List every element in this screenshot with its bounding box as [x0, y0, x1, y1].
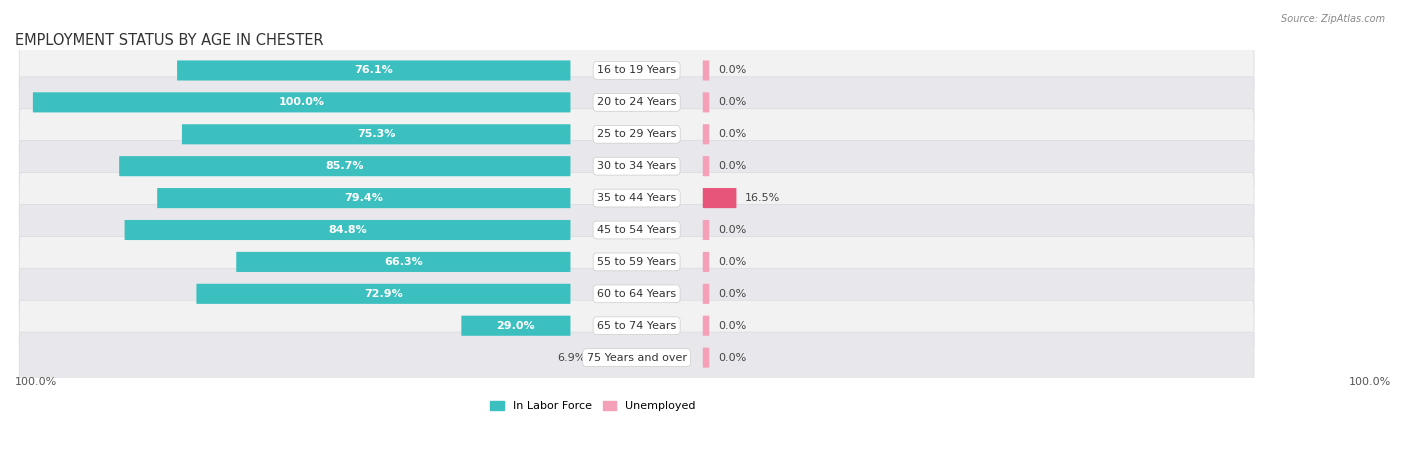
Text: 0.0%: 0.0%: [718, 65, 747, 75]
Text: 0.0%: 0.0%: [718, 161, 747, 171]
Text: Source: ZipAtlas.com: Source: ZipAtlas.com: [1281, 14, 1385, 23]
FancyBboxPatch shape: [461, 316, 571, 336]
FancyBboxPatch shape: [703, 252, 709, 272]
Text: 0.0%: 0.0%: [718, 321, 747, 331]
FancyBboxPatch shape: [177, 60, 571, 81]
Text: 85.7%: 85.7%: [326, 161, 364, 171]
Text: 35 to 44 Years: 35 to 44 Years: [598, 193, 676, 203]
Text: 30 to 34 Years: 30 to 34 Years: [598, 161, 676, 171]
FancyBboxPatch shape: [703, 284, 709, 304]
FancyBboxPatch shape: [703, 188, 737, 208]
Text: 76.1%: 76.1%: [354, 65, 394, 75]
FancyBboxPatch shape: [20, 204, 1254, 256]
Text: 0.0%: 0.0%: [718, 225, 747, 235]
FancyBboxPatch shape: [20, 332, 1254, 383]
FancyBboxPatch shape: [20, 236, 1254, 287]
FancyBboxPatch shape: [20, 45, 1254, 96]
FancyBboxPatch shape: [703, 220, 709, 240]
Text: 6.9%: 6.9%: [558, 353, 586, 363]
Text: 45 to 54 Years: 45 to 54 Years: [598, 225, 676, 235]
FancyBboxPatch shape: [703, 124, 709, 144]
Text: 65 to 74 Years: 65 to 74 Years: [598, 321, 676, 331]
FancyBboxPatch shape: [120, 156, 571, 176]
FancyBboxPatch shape: [20, 173, 1254, 224]
FancyBboxPatch shape: [125, 220, 571, 240]
Text: 60 to 64 Years: 60 to 64 Years: [598, 289, 676, 299]
FancyBboxPatch shape: [157, 188, 571, 208]
FancyBboxPatch shape: [20, 109, 1254, 160]
FancyBboxPatch shape: [703, 316, 709, 336]
Text: 75.3%: 75.3%: [357, 129, 395, 139]
FancyBboxPatch shape: [703, 156, 709, 176]
Text: 66.3%: 66.3%: [384, 257, 423, 267]
FancyBboxPatch shape: [20, 141, 1254, 192]
FancyBboxPatch shape: [20, 77, 1254, 128]
FancyBboxPatch shape: [236, 252, 571, 272]
Text: 0.0%: 0.0%: [718, 289, 747, 299]
FancyBboxPatch shape: [703, 348, 709, 368]
Text: 0.0%: 0.0%: [718, 129, 747, 139]
Text: 0.0%: 0.0%: [718, 97, 747, 107]
Text: 55 to 59 Years: 55 to 59 Years: [598, 257, 676, 267]
FancyBboxPatch shape: [32, 92, 571, 112]
FancyBboxPatch shape: [197, 284, 571, 304]
Text: 100.0%: 100.0%: [15, 377, 58, 387]
FancyBboxPatch shape: [703, 60, 709, 81]
FancyBboxPatch shape: [20, 268, 1254, 319]
FancyBboxPatch shape: [181, 124, 571, 144]
Text: 16.5%: 16.5%: [745, 193, 780, 203]
Text: 75 Years and over: 75 Years and over: [586, 353, 686, 363]
Text: 16 to 19 Years: 16 to 19 Years: [598, 65, 676, 75]
Legend: In Labor Force, Unemployed: In Labor Force, Unemployed: [486, 396, 700, 415]
FancyBboxPatch shape: [703, 92, 709, 112]
Text: 25 to 29 Years: 25 to 29 Years: [598, 129, 676, 139]
Text: 0.0%: 0.0%: [718, 353, 747, 363]
Text: 72.9%: 72.9%: [364, 289, 402, 299]
Text: 0.0%: 0.0%: [718, 257, 747, 267]
Text: 29.0%: 29.0%: [496, 321, 536, 331]
FancyBboxPatch shape: [20, 300, 1254, 351]
Text: 100.0%: 100.0%: [1348, 377, 1391, 387]
Text: 79.4%: 79.4%: [344, 193, 384, 203]
Text: EMPLOYMENT STATUS BY AGE IN CHESTER: EMPLOYMENT STATUS BY AGE IN CHESTER: [15, 33, 323, 48]
Text: 100.0%: 100.0%: [278, 97, 325, 107]
Text: 20 to 24 Years: 20 to 24 Years: [598, 97, 676, 107]
Text: 84.8%: 84.8%: [328, 225, 367, 235]
